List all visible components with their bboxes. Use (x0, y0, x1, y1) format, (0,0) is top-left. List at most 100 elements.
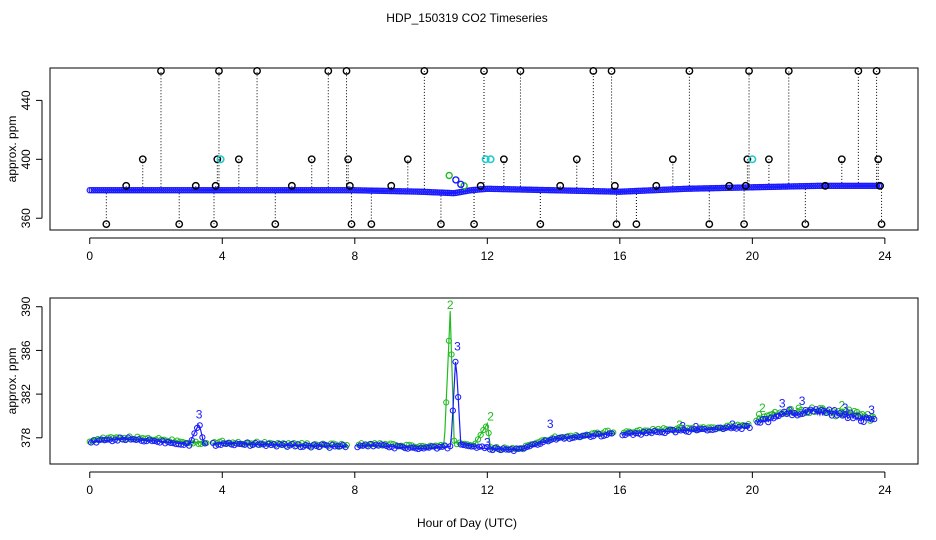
top-baseline-point (674, 185, 682, 193)
top-spike-marker (476, 181, 485, 190)
top-baseline-point (438, 189, 445, 196)
top-baseline-point (239, 187, 247, 194)
bottom-series-point-2 (755, 411, 763, 418)
bottom-annotation-3: 3 (547, 417, 554, 431)
top-baseline-point (788, 183, 795, 190)
top-baseline-point (849, 182, 857, 190)
bottom-series-point-3 (257, 440, 264, 447)
top-baseline-point (639, 187, 646, 194)
top-spike-marker (536, 220, 545, 229)
top-baseline-point (162, 187, 169, 194)
bottom-series-point-3 (449, 407, 456, 414)
top-baseline-point (241, 187, 249, 194)
top-baseline-point (168, 187, 175, 194)
top-baseline-point (185, 187, 193, 194)
top-baseline-point (758, 183, 765, 191)
top-x-axis: 0 4 8 12 16 20 24 (86, 237, 892, 263)
bottom-series-point-3 (746, 424, 753, 432)
top-baseline-point (637, 187, 644, 194)
top-baseline-point (515, 186, 523, 193)
top-baseline-point (676, 185, 684, 193)
bottom-series-point-3 (380, 441, 388, 449)
top-baseline-point (543, 186, 551, 194)
top-baseline-point (412, 188, 419, 195)
bottom-annotation-2: 2 (676, 418, 683, 432)
top-baseline-point (517, 186, 525, 193)
top-baseline-point (537, 186, 545, 194)
top-baseline-point (732, 184, 739, 191)
top-baseline-point (199, 187, 207, 194)
top-baseline-point (724, 184, 732, 192)
top-spike-marker (287, 181, 296, 190)
top-spike-marker (632, 220, 641, 229)
top-baseline-point (364, 187, 372, 194)
top-baseline-point (772, 183, 779, 190)
top-baseline-point (152, 187, 159, 194)
top-cyan-marker (481, 155, 490, 164)
bottom-series-point-2 (485, 429, 492, 437)
top-baseline-point (418, 188, 425, 195)
bottom-series-point-3 (534, 441, 541, 448)
top-baseline-point (420, 188, 427, 196)
top-baseline-point (160, 187, 167, 194)
top-baseline-point (643, 187, 650, 194)
bottom-annotation-2: 2 (838, 399, 845, 413)
top-spike-marker (741, 181, 750, 190)
top-baseline-point (400, 188, 408, 195)
top-baseline-point (509, 186, 517, 193)
top-baseline-point (217, 187, 225, 194)
top-baseline-point (573, 187, 580, 194)
top-baseline-point (340, 187, 348, 194)
top-baseline-point (96, 187, 103, 194)
top-baseline-point (541, 186, 549, 194)
top-baseline-point (633, 187, 640, 195)
top-baseline-point (174, 187, 181, 194)
top-baseline-point (750, 184, 757, 191)
bottom-plot-frame (49, 297, 919, 465)
top-x-tick-label: 0 (86, 249, 93, 263)
top-baseline-point (301, 187, 308, 194)
top-baseline-point (792, 183, 799, 190)
top-baseline-point (384, 187, 392, 195)
top-baseline-point (434, 189, 441, 196)
top-baseline-point (366, 187, 374, 194)
top-baseline-point (601, 188, 608, 195)
top-baseline-point (422, 188, 429, 196)
bottom-series-point-3 (378, 441, 385, 448)
top-baseline-point (569, 187, 576, 194)
top-baseline-point (398, 188, 406, 195)
top-baseline-point (615, 188, 622, 195)
top-baseline-point (599, 188, 606, 195)
bottom-x-axis: 0 4 8 12 16 20 24 (86, 471, 892, 497)
top-baseline-point (128, 187, 135, 194)
top-baseline-point (668, 186, 676, 193)
top-baseline-point (315, 187, 322, 194)
bottom-x-tick-label: 4 (219, 483, 226, 497)
top-baseline-point (752, 184, 759, 191)
top-baseline-point (835, 182, 843, 190)
top-baseline-point (593, 187, 600, 195)
top-baseline-point (702, 185, 710, 192)
top-baseline-point (502, 185, 509, 193)
bottom-y-tick-label: 382 (19, 384, 33, 404)
top-baseline-point (372, 187, 380, 194)
top-baseline-point (130, 187, 137, 194)
top-y-axis-label: approx. ppm (5, 116, 19, 183)
top-baseline-point (283, 187, 290, 194)
top-baseline-point (859, 182, 867, 190)
bottom-series-point-3 (342, 444, 349, 451)
top-baseline-point (555, 187, 563, 194)
bottom-series-point-3 (831, 407, 838, 414)
top-baseline-point (716, 184, 724, 192)
bottom-series-point-3 (447, 443, 454, 450)
top-baseline-point (428, 188, 435, 196)
top-spike-marker (765, 155, 773, 164)
top-baseline-point (414, 188, 421, 195)
bottom-annotation-3: 3 (196, 407, 203, 421)
bottom-series-point-3 (428, 443, 435, 450)
top-baseline-point (191, 187, 199, 194)
bottom-series-point-3 (619, 432, 626, 439)
bottom-y-axis-label: approx. ppm (5, 348, 19, 415)
bottom-series-point-3 (667, 426, 674, 433)
top-baseline-point (583, 187, 590, 195)
